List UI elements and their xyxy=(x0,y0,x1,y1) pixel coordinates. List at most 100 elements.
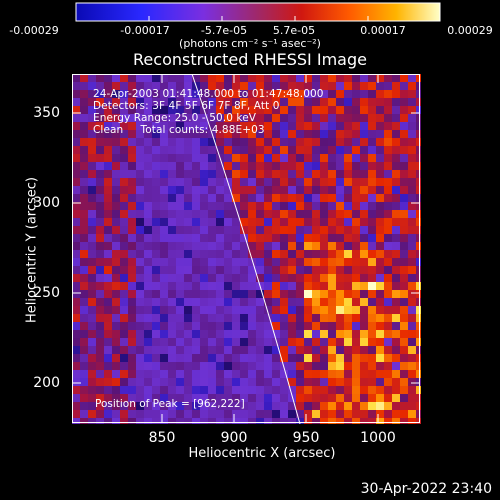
image-pixel xyxy=(408,178,416,186)
image-pixel xyxy=(272,106,280,114)
image-pixel xyxy=(328,234,336,242)
image-pixel xyxy=(344,282,352,290)
image-pixel xyxy=(384,210,392,218)
image-pixel xyxy=(416,194,421,202)
image-pixel xyxy=(248,314,256,322)
image-pixel xyxy=(128,242,136,250)
image-pixel xyxy=(264,138,272,146)
image-pixel xyxy=(104,314,112,322)
image-pixel xyxy=(272,122,280,130)
image-pixel xyxy=(296,194,304,202)
image-pixel xyxy=(312,370,320,378)
image-pixel xyxy=(384,274,392,282)
image-pixel xyxy=(400,98,408,106)
image-pixel xyxy=(104,202,112,210)
image-pixel xyxy=(88,354,96,362)
image-pixel xyxy=(192,170,200,178)
image-pixel xyxy=(328,314,336,322)
image-pixel xyxy=(152,386,160,394)
image-pixel xyxy=(72,138,80,146)
image-pixel xyxy=(256,138,264,146)
image-pixel xyxy=(216,394,224,402)
image-pixel xyxy=(240,282,248,290)
image-pixel xyxy=(184,194,192,202)
image-pixel xyxy=(256,242,264,250)
image-pixel xyxy=(232,266,240,274)
image-pixel xyxy=(192,274,200,282)
image-pixel xyxy=(312,386,320,394)
image-pixel xyxy=(320,242,328,250)
image-pixel xyxy=(400,386,408,394)
image-pixel xyxy=(88,362,96,370)
image-pixel xyxy=(72,266,80,274)
image-pixel xyxy=(184,266,192,274)
image-pixel xyxy=(256,186,264,194)
image-pixel xyxy=(224,378,232,386)
image-pixel xyxy=(152,98,160,106)
image-pixel xyxy=(384,98,392,106)
image-pixel xyxy=(128,202,136,210)
image-pixel xyxy=(104,258,112,266)
image-pixel xyxy=(128,154,136,162)
image-pixel xyxy=(144,418,152,424)
image-pixel xyxy=(168,258,176,266)
image-pixel xyxy=(144,98,152,106)
image-pixel xyxy=(344,146,352,154)
image-pixel xyxy=(72,274,80,282)
image-pixel xyxy=(400,370,408,378)
image-pixel xyxy=(392,210,400,218)
image-pixel xyxy=(96,386,104,394)
image-pixel xyxy=(216,210,224,218)
image-pixel xyxy=(144,394,152,402)
image-pixel xyxy=(240,418,248,424)
image-pixel xyxy=(384,74,392,82)
image-pixel xyxy=(216,178,224,186)
image-pixel xyxy=(264,410,272,418)
image-pixel xyxy=(112,362,120,370)
image-pixel xyxy=(176,146,184,154)
image-pixel xyxy=(200,290,208,298)
image-pixel xyxy=(184,122,192,130)
image-pixel xyxy=(336,282,344,290)
image-pixel xyxy=(328,138,336,146)
image-pixel xyxy=(120,266,128,274)
solar-limb-curve xyxy=(191,74,301,424)
image-pixel xyxy=(208,346,216,354)
image-pixel xyxy=(376,106,384,114)
image-pixel xyxy=(296,226,304,234)
image-pixel xyxy=(120,314,128,322)
image-pixel xyxy=(224,330,232,338)
image-pixel xyxy=(112,266,120,274)
image-pixel xyxy=(224,194,232,202)
image-pixel xyxy=(168,194,176,202)
image-pixel xyxy=(248,378,256,386)
image-pixel xyxy=(120,194,128,202)
image-pixel xyxy=(224,130,232,138)
image-pixel xyxy=(248,202,256,210)
image-pixel xyxy=(312,202,320,210)
image-pixel xyxy=(392,322,400,330)
image-pixel xyxy=(336,322,344,330)
image-pixel xyxy=(320,266,328,274)
image-pixel xyxy=(304,178,312,186)
image-pixel xyxy=(312,362,320,370)
image-pixel xyxy=(216,362,224,370)
image-pixel xyxy=(232,370,240,378)
image-pixel xyxy=(344,226,352,234)
image-pixel xyxy=(152,106,160,114)
image-pixel xyxy=(88,186,96,194)
image-pixel xyxy=(312,138,320,146)
image-pixel xyxy=(280,290,288,298)
image-pixel xyxy=(136,218,144,226)
image-pixel xyxy=(288,106,296,114)
image-pixel xyxy=(416,370,421,378)
image-pixel xyxy=(232,74,240,82)
image-pixel xyxy=(320,74,328,82)
image-pixel xyxy=(248,90,256,98)
image-pixel xyxy=(192,226,200,234)
image-pixel xyxy=(216,258,224,266)
image-pixel xyxy=(208,354,216,362)
image-pixel xyxy=(200,114,208,122)
image-pixel xyxy=(352,138,360,146)
image-pixel xyxy=(280,266,288,274)
